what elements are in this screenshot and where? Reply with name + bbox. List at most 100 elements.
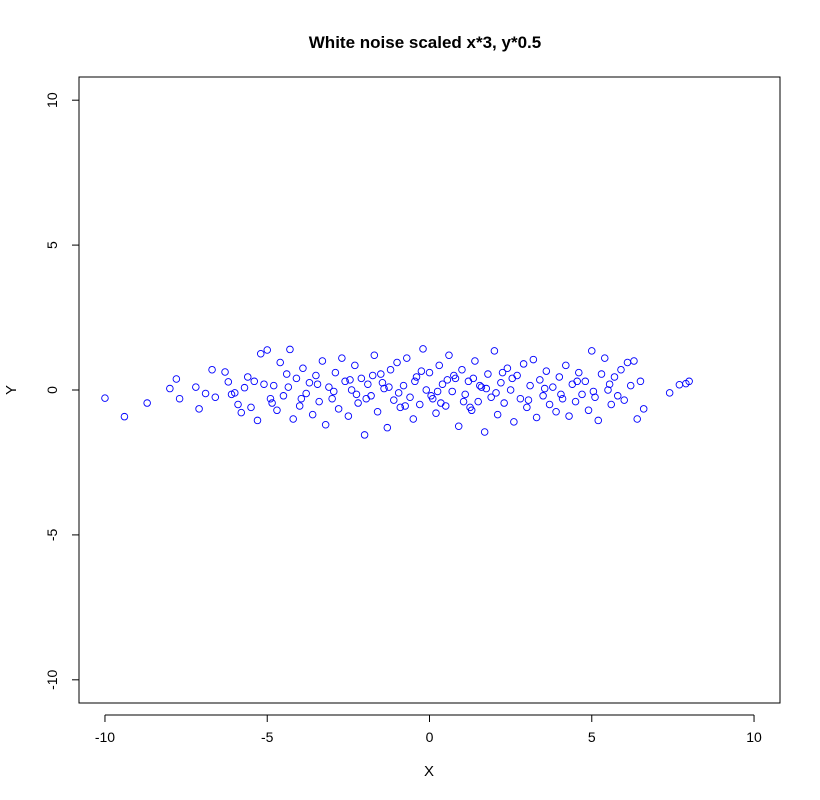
- data-point: [427, 392, 435, 400]
- data-point: [623, 358, 632, 367]
- data-point: [459, 397, 468, 406]
- chart-title: White noise scaled x*3, y*0.5: [309, 33, 541, 52]
- data-point: [513, 371, 521, 380]
- data-point: [545, 400, 554, 409]
- data-point: [471, 357, 479, 365]
- data-point: [539, 392, 547, 400]
- data-point: [437, 399, 445, 407]
- data-point: [409, 415, 418, 423]
- data-point: [297, 394, 306, 403]
- data-point: [330, 387, 338, 396]
- x-tick-label: 10: [746, 729, 762, 745]
- data-point: [633, 415, 641, 423]
- y-tick-label: -10: [44, 669, 60, 689]
- data-point: [268, 399, 276, 407]
- data-point: [208, 365, 216, 374]
- data-point: [338, 354, 346, 362]
- data-point: [557, 390, 565, 399]
- data-point: [292, 374, 301, 383]
- data-point: [263, 346, 271, 354]
- data-point: [573, 377, 581, 386]
- data-point: [461, 390, 469, 399]
- data-point: [445, 351, 453, 359]
- data-point: [589, 387, 598, 396]
- data-point: [143, 399, 151, 407]
- x-tick-label: -10: [95, 729, 115, 745]
- data-point: [250, 377, 258, 386]
- data-point: [378, 379, 387, 387]
- data-point: [575, 368, 583, 377]
- data-point: [244, 373, 252, 381]
- data-point: [433, 387, 442, 396]
- data-point: [610, 373, 619, 381]
- data-point: [237, 408, 246, 417]
- data-point: [286, 345, 294, 354]
- data-point: [597, 370, 606, 378]
- data-point: [357, 374, 366, 383]
- data-point: [120, 412, 129, 421]
- data-point: [175, 394, 184, 403]
- data-point: [370, 351, 379, 359]
- data-point: [529, 355, 538, 364]
- data-point: [497, 379, 505, 387]
- data-point: [334, 405, 343, 413]
- data-point: [558, 394, 567, 403]
- data-point: [565, 412, 573, 420]
- data-point: [487, 393, 495, 401]
- data-point: [617, 365, 625, 374]
- data-point: [101, 394, 109, 402]
- data-point: [438, 380, 447, 388]
- data-point: [508, 374, 517, 383]
- data-point: [630, 357, 638, 365]
- data-point: [416, 400, 424, 409]
- data-point: [383, 423, 392, 432]
- y-tick-label: 5: [44, 241, 60, 249]
- data-point: [253, 416, 262, 425]
- data-point: [601, 354, 609, 362]
- data-point: [331, 368, 340, 377]
- data-point: [289, 415, 297, 423]
- x-tick-label: 5: [588, 729, 596, 745]
- data-point: [393, 358, 401, 367]
- data-point: [519, 360, 528, 368]
- data-point: [454, 422, 463, 430]
- data-point: [192, 383, 200, 391]
- data-point: [360, 431, 369, 439]
- data-point: [386, 365, 395, 374]
- data-point: [607, 400, 615, 409]
- data-point: [373, 407, 382, 416]
- data-point: [562, 361, 570, 370]
- data-point: [419, 345, 427, 353]
- data-point: [344, 412, 353, 420]
- data-point: [315, 397, 323, 406]
- data-point: [588, 347, 596, 355]
- data-point: [227, 390, 236, 399]
- data-point: [351, 361, 359, 370]
- data-point: [367, 392, 375, 400]
- data-point: [406, 393, 414, 401]
- data-point: [354, 399, 362, 407]
- x-axis: -10 -5 0 5 10: [95, 714, 762, 745]
- data-point: [584, 406, 593, 415]
- data-point: [490, 347, 499, 355]
- data-point: [224, 378, 233, 386]
- data-point: [675, 381, 684, 389]
- data-point: [299, 364, 307, 373]
- data-point: [532, 413, 541, 422]
- data-point: [492, 389, 500, 397]
- data-point: [540, 384, 549, 393]
- data-point: [282, 370, 291, 378]
- data-point: [321, 421, 330, 429]
- y-tick-label: 10: [44, 92, 60, 108]
- y-tick-label: 0: [44, 386, 60, 394]
- data-points: [101, 345, 693, 439]
- data-point: [484, 370, 492, 378]
- data-point: [476, 381, 484, 390]
- data-point: [506, 386, 515, 394]
- data-point: [493, 410, 502, 419]
- data-point: [247, 403, 255, 412]
- y-axis-label: Y: [3, 385, 20, 395]
- data-point: [172, 375, 181, 383]
- data-point: [313, 380, 322, 388]
- data-point: [284, 383, 293, 391]
